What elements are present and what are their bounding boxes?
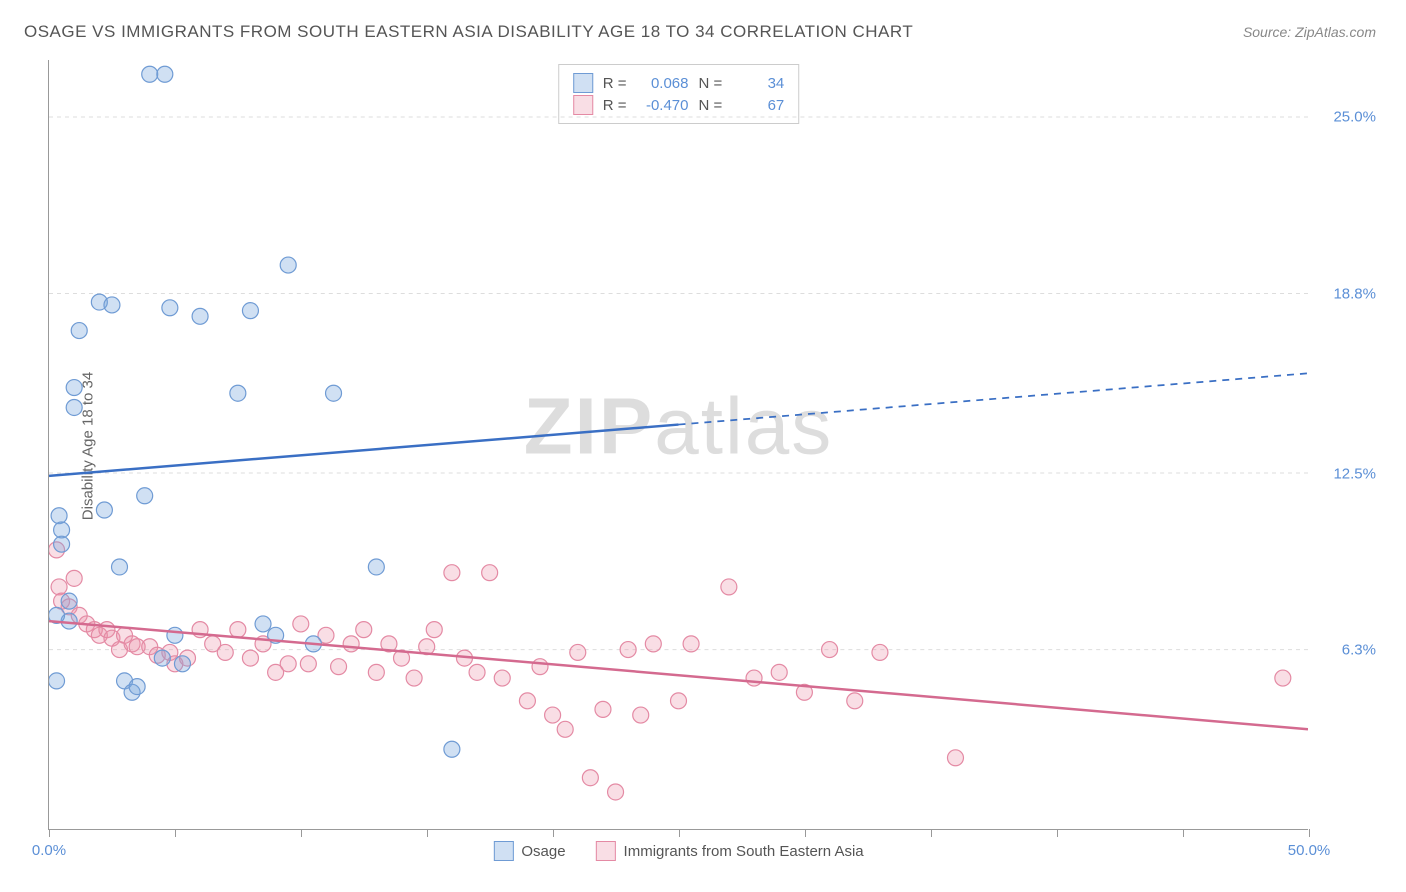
immigrants-r-value: -0.470 (637, 97, 689, 114)
r-label: R = (603, 97, 627, 114)
ytick-label: 25.0% (1333, 109, 1376, 126)
correlation-stats-box: R = 0.068 N = 34 R = -0.470 N = 67 (558, 64, 800, 124)
stats-row-osage: R = 0.068 N = 34 (573, 73, 785, 93)
xtick (931, 829, 932, 837)
xtick (805, 829, 806, 837)
chart-title: OSAGE VS IMMIGRANTS FROM SOUTH EASTERN A… (24, 22, 913, 42)
legend: Osage Immigrants from South Eastern Asia (493, 841, 863, 861)
osage-r-value: 0.068 (637, 75, 689, 92)
scatter-points-layer (49, 60, 1308, 829)
xtick (679, 829, 680, 837)
xtick (1057, 829, 1058, 837)
ytick-label: 6.3% (1342, 642, 1376, 659)
stats-row-immigrants: R = -0.470 N = 67 (573, 95, 785, 115)
trend-lines-layer (49, 60, 1308, 829)
xtick (49, 829, 50, 837)
watermark: ZIPatlas (524, 380, 833, 472)
osage-legend-label: Osage (521, 843, 565, 860)
ytick-label: 12.5% (1333, 465, 1376, 482)
xtick-label: 50.0% (1288, 842, 1331, 859)
xtick-label: 0.0% (32, 842, 66, 859)
chart-plot-area: ZIPatlas R = 0.068 N = 34 R = -0.470 N =… (48, 60, 1308, 830)
osage-n-value: 34 (732, 75, 784, 92)
xtick (553, 829, 554, 837)
immigrants-n-value: 67 (732, 97, 784, 114)
r-label: R = (603, 75, 627, 92)
gridlines-layer (49, 60, 1308, 829)
ytick-label: 18.8% (1333, 285, 1376, 302)
xtick (175, 829, 176, 837)
legend-item-osage: Osage (493, 841, 565, 861)
legend-item-immigrants: Immigrants from South Eastern Asia (596, 841, 864, 861)
xtick (427, 829, 428, 837)
osage-legend-swatch-icon (493, 841, 513, 861)
immigrants-legend-swatch-icon (596, 841, 616, 861)
xtick (1309, 829, 1310, 837)
immigrants-legend-label: Immigrants from South Eastern Asia (624, 843, 864, 860)
xtick (1183, 829, 1184, 837)
n-label: N = (699, 97, 723, 114)
n-label: N = (699, 75, 723, 92)
osage-swatch-icon (573, 73, 593, 93)
immigrants-swatch-icon (573, 95, 593, 115)
xtick (301, 829, 302, 837)
source-attribution: Source: ZipAtlas.com (1243, 24, 1376, 40)
